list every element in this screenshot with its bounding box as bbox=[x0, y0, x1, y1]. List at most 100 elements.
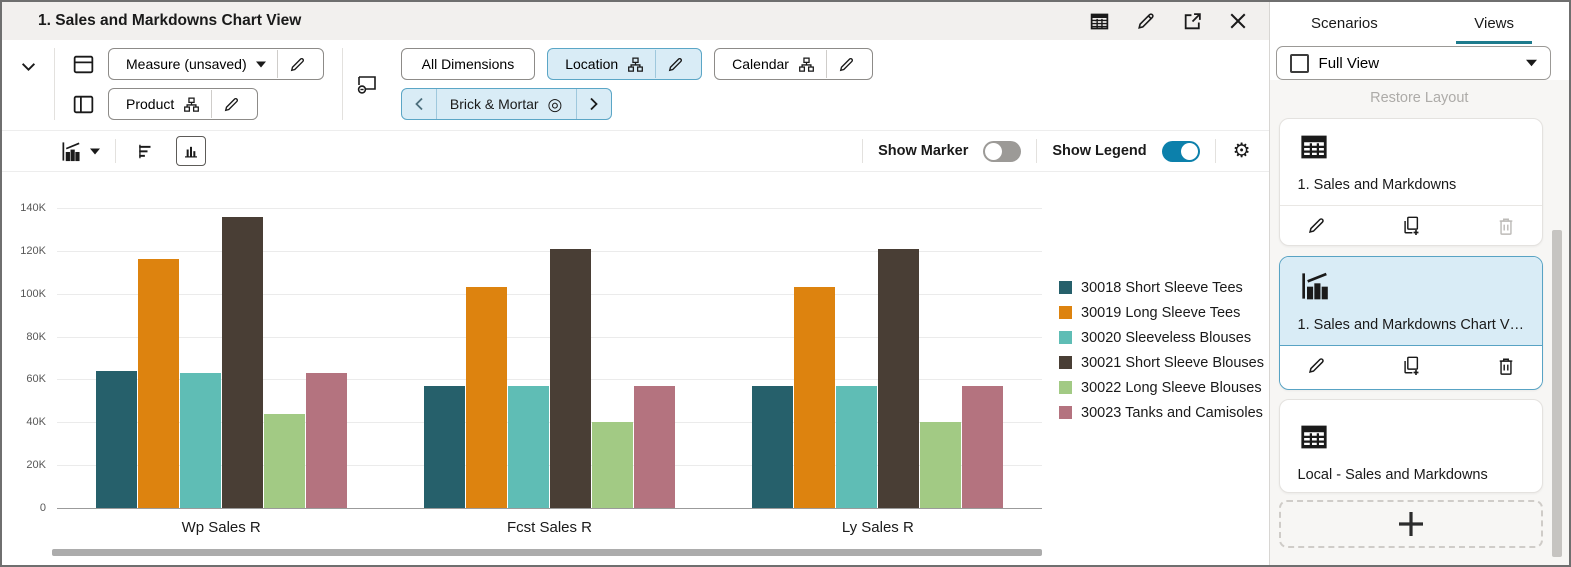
duplicate-icon[interactable] bbox=[1401, 215, 1421, 236]
y-tick-label: 0 bbox=[39, 502, 46, 514]
caret-down-icon bbox=[90, 148, 100, 154]
legend-item: 30019 Long Sleeve Tees bbox=[1059, 300, 1264, 325]
full-view-dropdown[interactable]: Full View bbox=[1275, 46, 1551, 80]
tab-scenarios[interactable]: Scenarios bbox=[1270, 2, 1420, 44]
open-in-new-icon[interactable] bbox=[1182, 11, 1203, 32]
bar-group bbox=[714, 208, 1042, 508]
calendar-dimension-button[interactable]: Calendar bbox=[714, 48, 873, 80]
add-view-button[interactable] bbox=[1278, 500, 1543, 548]
gridline bbox=[57, 379, 1042, 381]
x-axis-labels: Wp Sales R Fcst Sales R Ly Sales R bbox=[57, 519, 1042, 536]
bar[interactable] bbox=[507, 386, 549, 508]
legend-label: 30022 Long Sleeve Blouses bbox=[1081, 379, 1262, 396]
columns-axis-icon bbox=[71, 92, 96, 117]
y-tick-label: 140K bbox=[20, 202, 46, 214]
table-view-icon bbox=[1300, 135, 1327, 159]
edit-calendar-icon[interactable] bbox=[825, 50, 866, 78]
legend-label: 30021 Short Sleeve Blouses bbox=[1081, 354, 1264, 371]
next-slice-chevron-icon[interactable] bbox=[575, 89, 611, 119]
delete-icon[interactable] bbox=[1497, 356, 1515, 376]
bar[interactable] bbox=[633, 386, 675, 508]
bar[interactable] bbox=[423, 386, 465, 508]
chart-horizontal-scrollbar[interactable] bbox=[52, 549, 1042, 556]
bar[interactable] bbox=[878, 249, 920, 508]
x-axis-label: Ly Sales R bbox=[841, 519, 914, 536]
view-card-local-sales-and-markdowns[interactable]: Local - Sales and Markdowns bbox=[1278, 399, 1543, 493]
x-axis-label: Fcst Sales R bbox=[506, 519, 592, 536]
caret-down-icon bbox=[255, 61, 266, 67]
bar[interactable] bbox=[179, 373, 221, 508]
x-axis-label: Wp Sales R bbox=[181, 519, 261, 536]
close-icon[interactable] bbox=[1229, 12, 1247, 30]
full-view-checkbox[interactable] bbox=[1289, 53, 1309, 73]
bar[interactable] bbox=[591, 422, 633, 508]
product-dimension-button[interactable]: Product bbox=[108, 88, 259, 120]
bar[interactable] bbox=[752, 386, 794, 508]
bar[interactable] bbox=[465, 287, 507, 508]
show-legend-toggle[interactable] bbox=[1161, 140, 1200, 162]
location-dimension-button[interactable]: Location bbox=[547, 48, 703, 80]
view-card-actions bbox=[1279, 345, 1542, 385]
edit-icon[interactable] bbox=[1307, 216, 1326, 235]
calendar-label: Calendar bbox=[732, 56, 789, 72]
gridline bbox=[57, 422, 1042, 424]
hierarchy-icon bbox=[799, 56, 814, 72]
previous-slice-chevron-icon[interactable] bbox=[402, 89, 436, 119]
pivot-toolbar: Measure (unsaved) Product bbox=[2, 40, 1269, 131]
legend-item: 30022 Long Sleeve Blouses bbox=[1059, 375, 1264, 400]
legend-item: 30021 Short Sleeve Blouses bbox=[1059, 350, 1264, 375]
y-tick-label: 40K bbox=[26, 416, 46, 429]
show-legend-label: Show Legend bbox=[1052, 143, 1147, 159]
show-marker-toggle[interactable] bbox=[983, 140, 1022, 162]
gridline bbox=[57, 293, 1042, 295]
edit-icon[interactable] bbox=[1136, 11, 1156, 31]
gridline bbox=[57, 508, 1042, 509]
gear-icon[interactable]: ⚙ bbox=[1232, 140, 1251, 162]
edit-icon[interactable] bbox=[1307, 356, 1326, 375]
horizontal-bar-chart-button[interactable] bbox=[131, 136, 161, 166]
edit-measure-icon[interactable] bbox=[276, 50, 317, 78]
chart-type-dropdown[interactable] bbox=[60, 140, 100, 163]
duplicate-icon[interactable] bbox=[1401, 355, 1421, 376]
legend-label: 30018 Short Sleeve Tees bbox=[1081, 279, 1243, 296]
collapse-toolbar-chevron-icon[interactable] bbox=[20, 58, 37, 75]
view-card-sales-and-markdowns-chart-view[interactable]: 1. Sales and Markdowns Chart V… bbox=[1278, 256, 1543, 390]
tab-views[interactable]: Views bbox=[1419, 2, 1569, 44]
bar-group bbox=[57, 208, 385, 508]
horizontal-bars-icon bbox=[139, 144, 151, 158]
view-card-sales-and-markdowns[interactable]: 1. Sales and Markdowns bbox=[1278, 118, 1543, 246]
bar[interactable] bbox=[962, 386, 1004, 508]
bar[interactable] bbox=[836, 386, 878, 508]
bar[interactable] bbox=[95, 371, 137, 508]
sidebar-vertical-scrollbar[interactable] bbox=[1552, 230, 1562, 557]
slice-label: Brick & Mortar bbox=[449, 96, 539, 112]
rows-axis-icon bbox=[71, 52, 96, 77]
restore-layout-button[interactable]: Restore Layout bbox=[1269, 80, 1569, 116]
all-dimensions-button[interactable]: All Dimensions bbox=[400, 48, 536, 80]
table-view-icon[interactable] bbox=[1089, 11, 1110, 32]
gridline bbox=[57, 208, 1042, 209]
all-dimensions-label: All Dimensions bbox=[421, 56, 515, 72]
right-sidebar: Scenarios Views Full View Restore Layout… bbox=[1269, 2, 1569, 565]
legend-swatch bbox=[1059, 281, 1072, 294]
view-card-label: 1. Sales and Markdowns bbox=[1297, 177, 1457, 193]
bar[interactable] bbox=[794, 287, 836, 508]
measure-dimension-button[interactable]: Measure (unsaved) bbox=[108, 48, 324, 80]
bar[interactable] bbox=[263, 414, 305, 508]
bar[interactable] bbox=[137, 259, 179, 508]
vertical-bar-chart-button[interactable] bbox=[176, 136, 206, 166]
edit-location-icon[interactable] bbox=[655, 50, 695, 78]
bar[interactable] bbox=[221, 217, 263, 508]
legend-item: 30020 Sleeveless Blouses bbox=[1059, 325, 1264, 350]
bullseye-icon[interactable]: ◎ bbox=[547, 94, 563, 114]
chart-legend: 30018 Short Sleeve Tees 30019 Long Sleeve… bbox=[1059, 275, 1264, 425]
bar-chart-icon bbox=[1301, 272, 1328, 300]
edit-product-icon[interactable] bbox=[211, 90, 251, 118]
delete-icon[interactable] bbox=[1497, 216, 1515, 236]
bar[interactable] bbox=[305, 373, 347, 508]
bar[interactable] bbox=[549, 249, 591, 508]
gridline bbox=[57, 336, 1042, 338]
bar[interactable] bbox=[920, 422, 962, 508]
y-tick-label: 20K bbox=[26, 459, 46, 472]
